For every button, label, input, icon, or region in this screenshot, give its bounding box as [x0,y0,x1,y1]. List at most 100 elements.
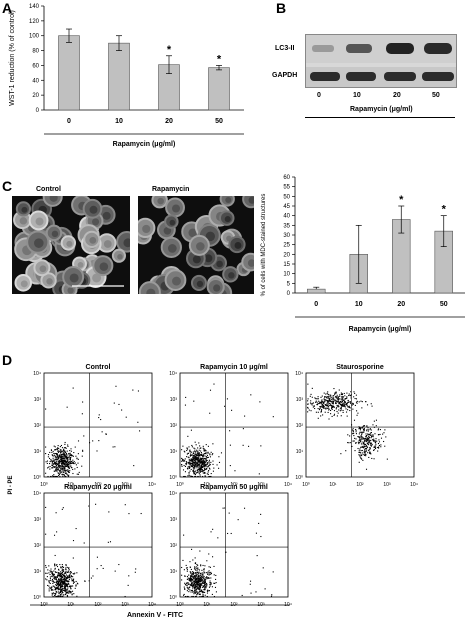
flow-event [316,403,318,406]
cell-nucleus [196,242,205,251]
flow-event [351,429,354,431]
flow-event [199,593,201,595]
flow-event [66,571,68,573]
flow-event [371,405,373,407]
flow-event [327,405,329,407]
flow-event [204,455,206,457]
flow-event [361,455,363,457]
flow-event [202,463,204,465]
flow-event [194,592,196,594]
flow-event [192,571,194,573]
cell-nucleus [224,216,231,223]
flow-event [375,442,377,444]
flow-event [65,585,68,587]
flow-event [363,442,365,444]
flow-event [260,513,262,515]
flow-event [65,571,67,573]
flow-event [337,401,339,403]
flow-event [66,463,68,465]
flow-event [324,396,326,398]
flow-event [62,457,64,459]
flow-event [206,467,208,470]
flow-event [366,437,368,439]
flow-event [56,576,59,578]
flow-event [200,564,202,566]
flow-event [67,475,69,477]
flow-event [54,475,56,478]
flow-event [213,383,215,385]
flow-event [45,578,47,580]
flow-event [62,583,64,585]
flow-event [215,574,217,577]
flow-event [57,581,59,584]
cell-nucleus [204,254,213,263]
flow-event [332,400,334,403]
flow-event [358,461,360,463]
flow-event [373,458,375,460]
flow-event [196,458,198,460]
flow-event [201,469,203,471]
x-tick-label: 0 [314,301,318,308]
flow-event [335,401,337,403]
flow-event [63,452,65,455]
flow-event [77,440,80,442]
flow-event [51,451,53,453]
cell-nucleus [234,242,242,249]
flow-event [256,555,258,557]
flow-event [191,459,193,461]
flow-event [368,429,370,431]
flow-event [369,447,371,449]
flow-event [53,585,55,587]
flow-event [364,446,366,448]
flow-event [183,586,185,588]
flow-event [50,568,52,570]
flow-event [325,404,328,406]
flow-event [364,451,366,453]
flow-event [49,462,51,465]
flow-event [56,581,59,583]
flow-event [54,463,56,465]
flow-event [76,466,78,469]
flow-event [66,473,68,475]
flow-event [193,461,195,463]
flow-event [341,393,343,395]
flow-event [61,566,63,568]
flow-event [348,442,350,444]
flow-event [209,389,212,391]
flow-event [206,462,208,465]
y-tick-label: 40 [32,78,39,84]
flow-event [69,454,72,456]
flow-event [188,579,190,581]
flow-event [49,468,51,470]
flow-event [194,584,196,586]
flow-event [227,532,229,535]
x-tick-label: 50 [440,301,448,308]
flow-event [194,562,197,565]
flow-event [56,465,58,467]
flow-event [340,415,342,417]
flow-event [197,453,199,455]
flow-event [193,461,195,463]
flow-event [327,403,329,405]
flow-event [307,398,309,400]
flow-event [356,414,358,416]
flow-event [181,459,183,461]
flow-event [315,398,317,400]
blot-lane-label: 50 [432,92,440,99]
flow-event [339,398,341,400]
y-axis-label: WST-1 reduction (% of control) [9,10,16,106]
flow-event [74,446,76,448]
flow-event [361,426,364,428]
flow-event [369,437,371,439]
flow-event [307,383,309,385]
flow-event [355,442,357,444]
flow-event [340,407,342,409]
flow-event [190,451,192,453]
flow-event [355,398,358,400]
flow-event [366,426,368,428]
flow-event [194,587,196,589]
flow-event [70,457,72,459]
flow-event [203,472,205,474]
cell-nucleus [123,238,130,248]
flow-event [220,452,223,454]
